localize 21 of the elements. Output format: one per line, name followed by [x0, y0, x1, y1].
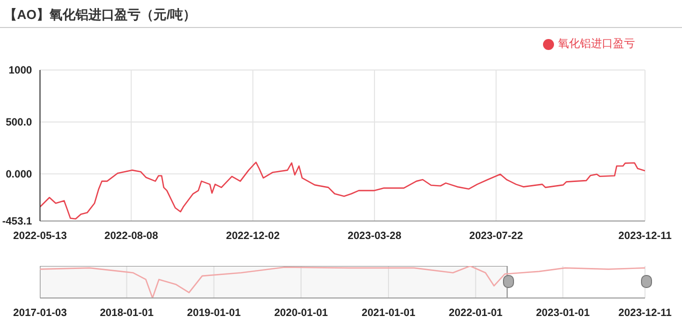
x-tick-label: 2022-05-13 [13, 230, 68, 242]
x-tick-label: 2022-01-01 [448, 307, 503, 319]
x-tick-label: 2019-01-01 [187, 307, 241, 319]
x-tick-label: 2023-01-01 [536, 307, 590, 319]
y-tick-label: -453.1 [2, 216, 32, 228]
y-tick-label: 1000 [8, 64, 32, 77]
x-tick-label: 2020-01-01 [274, 307, 328, 319]
x-tick-label: 2023-03-28 [348, 230, 402, 242]
x-tick-label: 2023-12-11 [618, 307, 672, 319]
x-tick-label: 2022-08-08 [104, 230, 158, 242]
x-tick-label: 2023-07-22 [469, 230, 524, 242]
legend-label: 氧化铝进口盈亏 [558, 38, 635, 50]
x-tick-label: 2022-12-02 [226, 230, 280, 242]
x-tick-label: 2017-01-03 [13, 307, 68, 319]
y-tick-label: 0.000 [6, 168, 32, 181]
x-tick-label: 2021-01-01 [362, 307, 416, 319]
x-tick-label: 2018-01-01 [100, 307, 154, 319]
y-tick-label: 500.0 [6, 116, 32, 129]
x-tick-label: 2023-12-11 [618, 230, 672, 242]
line-series [40, 162, 645, 220]
chart-title: 【AO】氧化铝进口盈亏（元/吨） [4, 6, 196, 24]
